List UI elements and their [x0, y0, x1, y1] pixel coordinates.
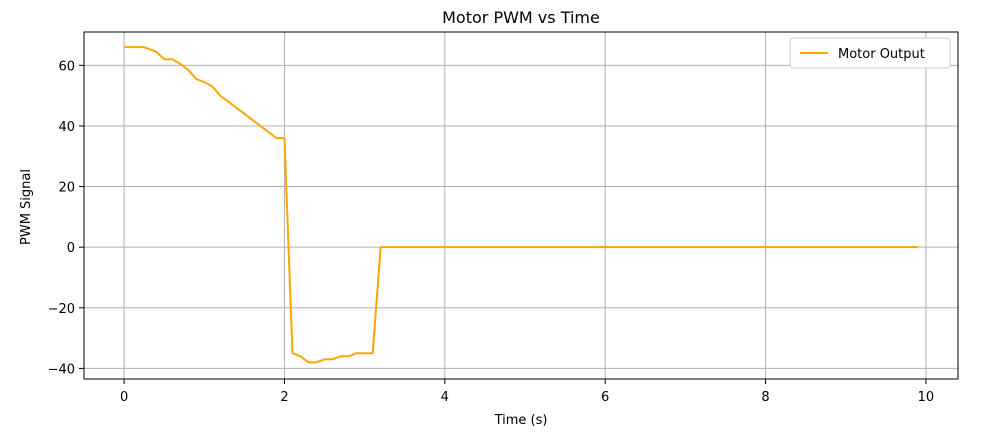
- x-tick-label: 8: [761, 390, 769, 405]
- x-tick-label: 6: [601, 390, 609, 405]
- chart-title: Motor PWM vs Time: [442, 8, 600, 27]
- series-line-motor-output: [124, 46, 918, 364]
- y-tick-label: 60: [58, 59, 75, 74]
- x-tick-label: 4: [441, 390, 449, 405]
- y-axis-ticks: −40 −20 0 20 40 60: [48, 59, 84, 377]
- x-axis-label: Time (s): [494, 413, 548, 428]
- x-tick-label: 10: [918, 390, 935, 405]
- y-tick-label: −40: [48, 362, 75, 377]
- x-tick-label: 0: [120, 390, 128, 405]
- y-tick-label: −20: [48, 302, 75, 317]
- series-layer: [124, 46, 918, 364]
- x-tick-label: 2: [280, 390, 288, 405]
- grid: [84, 32, 958, 379]
- y-tick-label: 40: [58, 120, 75, 135]
- legend-box: [789, 37, 951, 69]
- y-axis-label: PWM Signal: [19, 169, 34, 245]
- x-axis-ticks: 0 2 4 6 8 10: [120, 379, 934, 405]
- y-tick-label: 20: [58, 181, 75, 196]
- legend: Motor Output: [789, 37, 951, 69]
- y-tick-label: 0: [67, 241, 75, 256]
- plot-frame: [83, 31, 959, 380]
- legend-label: Motor Output: [838, 47, 925, 62]
